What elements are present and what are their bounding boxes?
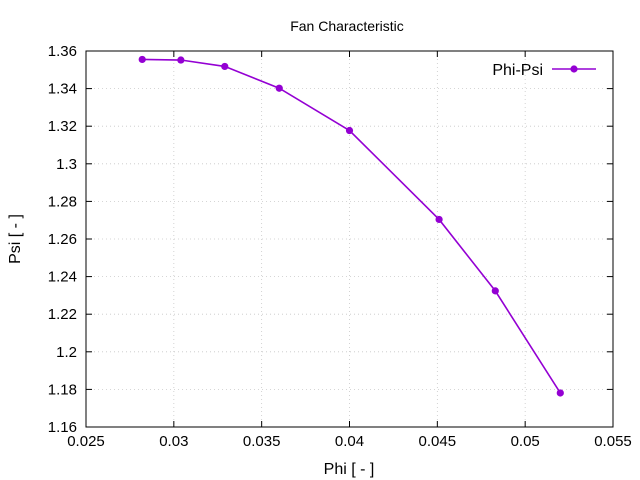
legend-marker [570,65,578,73]
y-tick-label: 1.18 [48,381,77,398]
x-axis-label: Phi [ - ] [324,461,375,478]
x-tick-label: 0.04 [335,433,364,450]
y-tick-label: 1.16 [48,419,77,436]
data-point [138,55,146,64]
series-layer [138,55,564,397]
y-tick-label: 1.3 [56,156,77,173]
y-tick-label: 1.22 [48,306,77,323]
y-tick-label: 1.28 [48,193,77,210]
legend-label: Phi-Psi [492,62,543,79]
data-point [556,389,564,397]
axis-ticks: 0.025 0.03 0.035 0.04 0.045 0.05 0.055 1.16 1.18… [48,43,632,450]
x-tick-label: 0.045 [419,433,457,450]
y-tick-label: 1.32 [48,118,77,135]
legend: Phi-Psi [492,62,596,79]
series-line [142,58,561,394]
data-point [435,215,443,224]
y-axis-label: Psi [ - ] [7,214,24,264]
y-tick-label: 1.2 [56,344,77,361]
data-point [345,126,354,135]
data-point [221,62,229,71]
x-tick-label: 0.025 [67,433,105,450]
y-tick-label: 1.26 [48,231,77,248]
y-tick-label: 1.36 [48,43,77,60]
data-point [275,84,283,92]
x-tick-label: 0.05 [511,433,540,450]
x-tick-label: 0.03 [159,433,188,450]
grid-lines [86,51,613,427]
x-tick-label: 0.035 [243,433,281,450]
x-tick-label: 0.055 [594,433,632,450]
chart-title: Fan Characteristic [290,18,404,34]
y-tick-label: 1.24 [48,269,77,286]
data-point [491,287,499,295]
data-point [177,56,185,64]
y-tick-label: 1.34 [48,81,77,98]
